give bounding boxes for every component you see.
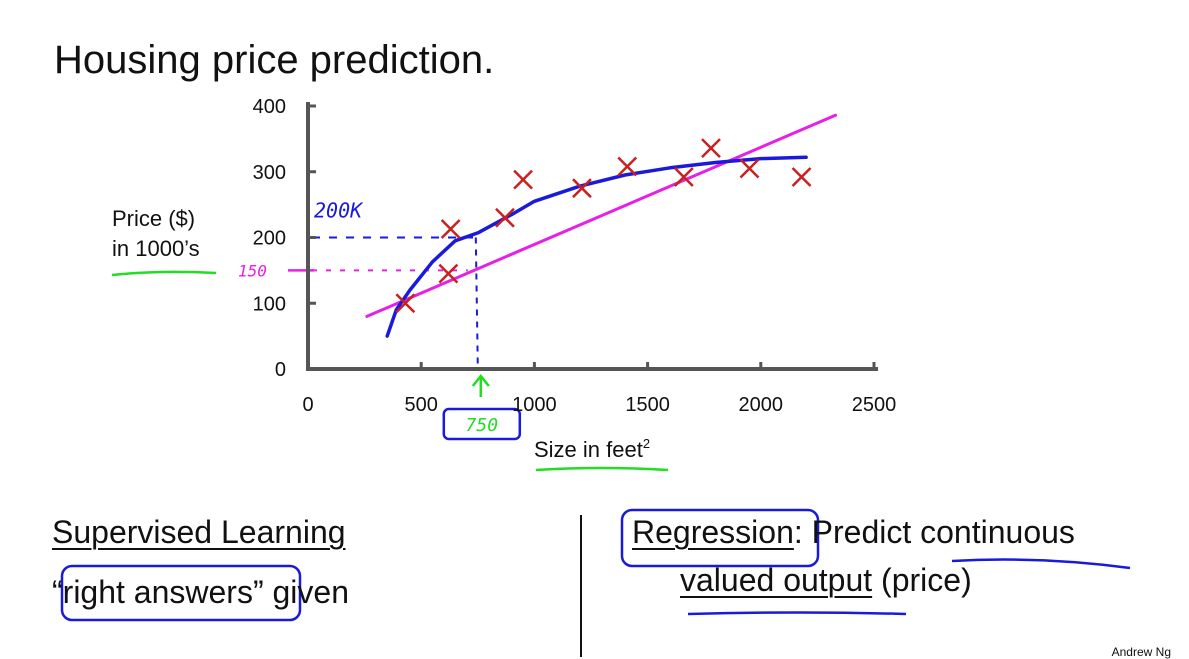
y-tick-label: 0: [275, 359, 286, 381]
continuous-underline: [951, 558, 1131, 570]
regression-line1: Regression: Predict continuous: [632, 514, 1075, 551]
guide-750-vertical: [474, 237, 479, 368]
x-tick-label: 2000: [739, 394, 784, 416]
y-axis-label-line1: Price ($): [112, 206, 196, 231]
data-point-stroke: [438, 263, 459, 284]
data-point: [438, 263, 459, 284]
data-point: [395, 293, 416, 314]
right-answers-box: [60, 564, 302, 622]
y-axis-label-line2: in 1000’s: [112, 236, 200, 261]
x-axis-label-superscript: 2: [642, 436, 651, 451]
y-tick-label: 400: [253, 96, 286, 118]
regression-box: [620, 508, 820, 568]
x-axis-label: Size in feet2: [534, 436, 650, 463]
curved-fit-line: [385, 155, 808, 338]
data-point-stroke: [701, 138, 721, 158]
annotation-750: 750: [466, 415, 499, 436]
y-tick-label: 100: [253, 293, 286, 315]
price-parenthetical: (price): [872, 562, 972, 598]
data-point: [513, 169, 533, 190]
linear-fit-line: [365, 113, 838, 318]
fit-layer: [365, 113, 838, 338]
ylabel-green-underline: [111, 270, 217, 277]
x-tick-label: 1000: [512, 394, 557, 416]
x-tick-label: 2500: [852, 394, 897, 416]
y-tick-label: 300: [253, 162, 286, 184]
data-point: [440, 219, 461, 239]
data-point-stroke: [572, 178, 592, 199]
regression-description: : Predict continuous: [793, 514, 1075, 550]
right-answers-phrase: “right answers”: [52, 574, 264, 610]
xlabel-green-underline: [535, 466, 669, 472]
regression-term: Regression: [632, 514, 794, 550]
point-layer: [395, 138, 812, 314]
x-tick-label: 1500: [625, 394, 670, 416]
data-point-stroke: [395, 293, 416, 314]
given-text: given: [263, 574, 350, 610]
y-tick-label: 200: [253, 228, 286, 250]
arrow-750-head: [471, 373, 490, 387]
data-point: [739, 158, 760, 179]
annotation-200k: 200K: [314, 199, 364, 223]
data-point: [572, 178, 592, 199]
supervised-learning-text: “right answers” given: [52, 574, 349, 611]
valued-output-underline: [687, 611, 907, 616]
x-tick-label: 500: [405, 394, 438, 416]
vertical-divider: [580, 515, 582, 657]
supervised-learning-heading: Supervised Learning: [52, 514, 346, 550]
valued-output-phrase: valued output: [680, 562, 873, 598]
data-point-stroke: [440, 219, 461, 239]
data-point-stroke: [513, 169, 533, 190]
data-point: [791, 167, 812, 187]
data-point-stroke: [791, 167, 812, 187]
data-point-stroke: [617, 156, 638, 177]
data-point: [701, 138, 721, 158]
data-point: [617, 156, 638, 177]
x-axis-label-text: Size in feet: [534, 437, 643, 462]
x-tick-label: 0: [302, 394, 313, 416]
y-axis-label: Price ($) in 1000’s: [112, 204, 200, 264]
data-point: [673, 167, 694, 187]
axis-layer: 0 500 1000 1500 2000 2500 0 100 200 300 400: [253, 96, 897, 416]
data-point-stroke: [495, 207, 515, 228]
box-750: [442, 407, 522, 441]
annotation-layer: 200K 150 750: [60, 199, 1131, 622]
slide-title: Housing price prediction.: [54, 38, 495, 82]
data-point: [495, 207, 515, 228]
regression-line2: valued output (price): [680, 562, 972, 599]
data-point-stroke: [673, 167, 694, 187]
annotation-150: 150: [238, 261, 267, 280]
author-credit: Andrew Ng: [1111, 645, 1171, 659]
data-point-stroke: [739, 158, 760, 179]
